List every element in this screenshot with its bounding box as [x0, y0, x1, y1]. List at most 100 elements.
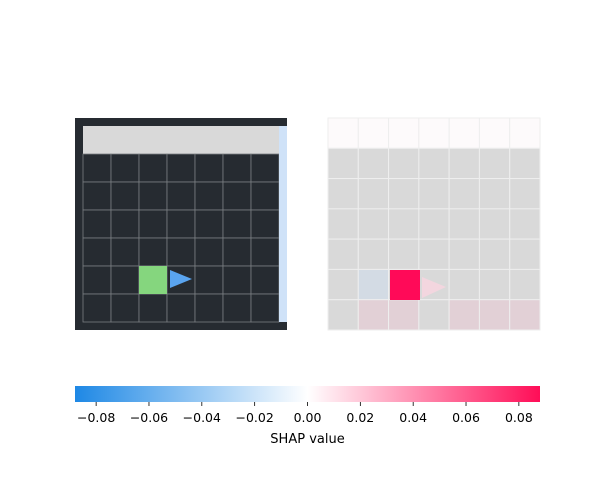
colorbar-tick-label: −0.02 [236, 410, 274, 425]
observation-grid [82, 153, 280, 323]
shap-cell [478, 299, 511, 331]
shap-cell [509, 208, 541, 240]
shap-cell [327, 178, 359, 210]
shap-cell [509, 238, 541, 270]
shap-cell [327, 208, 359, 240]
grid-cell [194, 153, 224, 183]
grid-cell [82, 265, 112, 295]
agent-arrow-icon [170, 270, 192, 288]
shap-cell [388, 178, 420, 210]
shap-cell [478, 117, 511, 149]
grid-cell [222, 209, 252, 239]
shap-cell [388, 299, 420, 331]
grid-cell [82, 181, 112, 211]
grid-cell [222, 153, 252, 183]
shap-panel [327, 117, 541, 331]
grid-cell [166, 293, 196, 323]
grid-cell [110, 237, 140, 267]
grid-cell [250, 181, 280, 211]
grid-cell [222, 265, 252, 295]
grid-cell [222, 181, 252, 211]
shap-cell [357, 268, 390, 301]
colorbar-label: SHAP value [270, 432, 344, 447]
grid-cell [166, 153, 196, 183]
grid-cell [222, 237, 252, 267]
shap-cell [418, 208, 450, 240]
shap-cell [448, 299, 480, 331]
grid-cell [110, 181, 140, 211]
grid-cell [194, 209, 224, 239]
grid-cell [82, 209, 112, 239]
shap-cell [418, 299, 450, 331]
grid-cell [138, 237, 168, 267]
observation-top-strip [83, 126, 279, 154]
shap-cell [327, 147, 359, 180]
grid-cell [194, 293, 224, 323]
grid-cell [166, 209, 196, 239]
shap-cell [388, 238, 420, 270]
grid-cell [138, 181, 168, 211]
grid-cell [110, 265, 140, 295]
grid-cell [138, 293, 168, 323]
shap-cell [357, 117, 390, 149]
shap-cell [478, 238, 511, 270]
observation-panel [75, 118, 287, 330]
shap-cell [448, 147, 480, 180]
shap-cell [478, 208, 511, 240]
shap-cell [478, 178, 511, 210]
shap-cell [327, 299, 359, 331]
grid-cell [222, 293, 252, 323]
shap-cell [509, 117, 541, 149]
agent-cell [139, 266, 167, 294]
grid-cell [250, 265, 280, 295]
shap-grid [327, 117, 541, 331]
colorbar-tick-label: 0.06 [452, 410, 480, 425]
shap-cell [357, 178, 390, 210]
colorbar-tick-label: 0.02 [346, 410, 374, 425]
shap-cell [478, 268, 511, 301]
colorbar-tick-label: −0.04 [183, 410, 221, 425]
shap-arrow-icon [422, 277, 446, 298]
grid-cell [194, 265, 224, 295]
grid-cell [110, 153, 140, 183]
colorbar-ticks: −0.08 −0.06 −0.04 −0.02 0.00 0.02 0.04 0.06 0.08 [77, 402, 533, 425]
colorbar-tick-label: 0.08 [505, 410, 533, 425]
shap-cell [357, 238, 390, 270]
shap-cell [418, 178, 450, 210]
colorbar-gradient [75, 386, 540, 402]
grid-cell [250, 153, 280, 183]
grid-cell [166, 181, 196, 211]
shap-cell [509, 268, 541, 301]
grid-cell [166, 237, 196, 267]
colorbar-tick-label: 0.00 [294, 410, 322, 425]
shap-cell [327, 117, 359, 149]
shap-cell [418, 117, 450, 149]
shap-cell [448, 268, 480, 301]
grid-cell [138, 153, 168, 183]
shap-cell [509, 178, 541, 210]
shap-cell [357, 147, 390, 180]
shap-cell [388, 117, 420, 149]
shap-cell [327, 268, 359, 301]
grid-cell [194, 237, 224, 267]
shap-highlight-cell [390, 270, 420, 300]
shap-cell [418, 238, 450, 270]
shap-cell [388, 147, 420, 180]
shap-cell [357, 208, 390, 240]
grid-cell [82, 293, 112, 323]
shap-cell [509, 299, 541, 331]
grid-cell [82, 237, 112, 267]
grid-cell [138, 209, 168, 239]
shap-cell [448, 238, 480, 270]
shap-cell [478, 147, 511, 180]
grid-cell [82, 153, 112, 183]
grid-cell [250, 209, 280, 239]
grid-cell [110, 209, 140, 239]
shap-cell [357, 299, 390, 331]
colorbar: −0.08 −0.06 −0.04 −0.02 0.00 0.02 0.04 0.06 0.08… [75, 386, 540, 447]
shap-cell [327, 238, 359, 270]
colorbar-tick-label: 0.04 [399, 410, 427, 425]
shap-cell [388, 208, 420, 240]
shap-cell [448, 117, 480, 149]
